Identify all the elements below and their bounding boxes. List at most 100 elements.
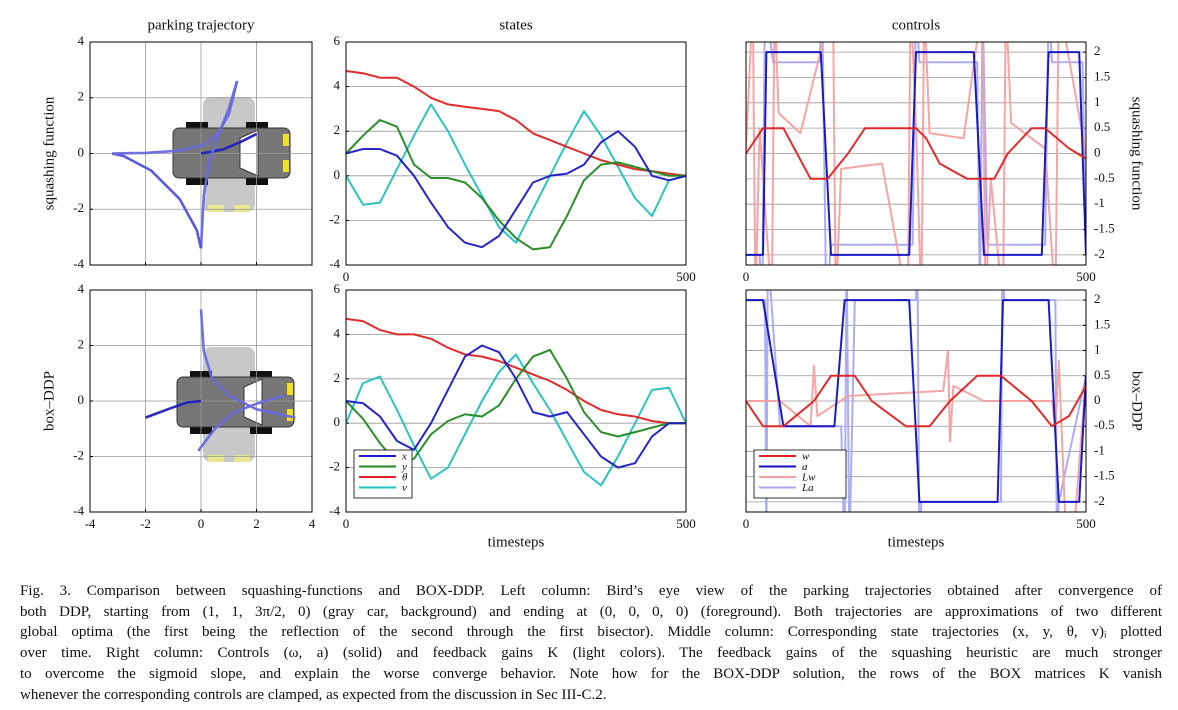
x-axis-label: timesteps: [488, 534, 545, 550]
x-tick-label: 500: [1076, 516, 1096, 531]
y-axis-label: squashing function: [41, 96, 57, 210]
legend-box: [353, 449, 413, 499]
x-tick-label: -4: [85, 516, 96, 531]
y-tick-label: -0.5: [1094, 417, 1115, 432]
y-tick-label: 4: [334, 325, 341, 340]
y-tick-label: 2: [1094, 43, 1101, 58]
panel-title: states: [499, 17, 532, 33]
legend-label: La: [801, 482, 814, 494]
x-tick-label: 0: [743, 269, 750, 284]
y-tick-label: 1: [1094, 342, 1101, 357]
y-tick-label: 2: [78, 89, 85, 104]
y-tick-label: 6: [334, 33, 341, 48]
legend-label: y: [401, 461, 407, 473]
series-line: [145, 399, 202, 419]
series-line: [746, 374, 1086, 428]
y-tick-label: 2: [334, 122, 341, 137]
caption-line: both DDP, starting from (1, 1, 3π/2, 0) …: [20, 603, 1162, 620]
y-tick-label: 4: [78, 33, 85, 48]
plot-lines: [746, 42, 1086, 265]
legend-label: θ: [402, 472, 408, 484]
series-line: [200, 132, 258, 155]
y-tick-label: 2: [78, 336, 85, 351]
x-axis-label: timesteps: [888, 534, 945, 550]
legend-box: [753, 449, 847, 499]
y-tick-label: -1.5: [1094, 468, 1115, 483]
series-line: [346, 130, 686, 249]
caption-line: whenever the corresponding controls are …: [20, 686, 607, 703]
legend-label: Lw: [801, 472, 816, 484]
x-tick-label: -2: [140, 516, 151, 531]
y-tick-label: 6: [334, 281, 341, 296]
y-axis-label: squashing function: [1129, 97, 1145, 211]
series-line: [746, 51, 1086, 256]
y-tick-label: 0: [78, 144, 85, 159]
y-tick-label: -2: [73, 200, 84, 215]
y-tick-label: 1: [1094, 94, 1101, 109]
y-tick-label: 2: [1094, 291, 1101, 306]
y-axis-label: box–DDP: [41, 371, 57, 431]
series-line: [346, 119, 686, 251]
series-line: [111, 152, 203, 249]
x-tick-label: 2: [253, 516, 260, 531]
plot-lines: [746, 290, 1086, 512]
x-tick-label: 0: [198, 516, 205, 531]
axes-frame: [89, 289, 313, 513]
y-tick-label: 1.5: [1094, 316, 1110, 331]
legend-label: a: [802, 461, 808, 473]
panel-title: controls: [892, 17, 940, 33]
y-tick-label: 0: [334, 167, 341, 182]
y-tick-label: -4: [73, 256, 84, 271]
series-line: [746, 349, 1086, 512]
y-tick-label: 0: [78, 392, 85, 407]
caption-line: over time. Right column: Controls (ω, a)…: [20, 645, 1162, 662]
legend-label: w: [802, 451, 810, 463]
y-tick-label: -4: [73, 503, 84, 518]
caption-line: Fig. 3. Comparison between squashing-fun…: [20, 583, 1162, 599]
y-tick-label: -1: [1094, 442, 1105, 457]
plot-lines: [111, 80, 258, 249]
y-tick-label: -1: [1094, 195, 1105, 210]
y-tick-label: 4: [78, 281, 85, 296]
x-tick-label: 500: [676, 516, 696, 531]
caption-line: to overcome the sigmoid slope, and expla…: [20, 665, 1162, 682]
y-tick-label: 2: [334, 370, 341, 385]
axes-frame: [745, 289, 1087, 513]
x-tick-label: 0: [343, 269, 350, 284]
x-tick-label: 0: [343, 516, 350, 531]
y-tick-label: -4: [329, 503, 340, 518]
series-line: [346, 344, 686, 469]
y-tick-label: 0: [1094, 144, 1101, 159]
series-line: [346, 317, 686, 425]
y-tick-label: -2: [1094, 493, 1105, 508]
series-line: [346, 103, 686, 244]
figure: -4 -2 0 2 4 parking trajectory squashing funct…: [41, 17, 1145, 550]
y-tick-label: 0.5: [1094, 367, 1110, 382]
axes-frame: [745, 41, 1087, 266]
x-tick-label: 500: [1076, 269, 1096, 284]
x-tick-label: 0: [743, 516, 750, 531]
y-tick-label: 0: [334, 414, 341, 429]
axes-frame: [345, 289, 687, 513]
legend-label: x: [401, 451, 407, 463]
series-line: [346, 70, 686, 177]
y-tick-label: 0: [1094, 392, 1101, 407]
axes-frame: [89, 41, 313, 266]
y-tick-label: -2: [73, 447, 84, 462]
y-tick-label: -0.5: [1094, 170, 1115, 185]
series-line: [746, 127, 1086, 180]
y-tick-label: -4: [329, 256, 340, 271]
car-foreground: [172, 122, 295, 434]
series-line: [112, 80, 239, 155]
series-line: [199, 309, 296, 419]
plot-lines: [145, 309, 296, 452]
y-tick-label: -2: [329, 459, 340, 474]
caption-line: global optima (the first being the refle…: [20, 624, 1162, 641]
y-tick-label: 1.5: [1094, 68, 1110, 83]
y-tick-label: -2: [329, 211, 340, 226]
axes-frame: [345, 41, 687, 266]
legend-label: v: [402, 482, 407, 494]
y-tick-label: 0.5: [1094, 119, 1110, 134]
panel-title: parking trajectory: [147, 17, 255, 33]
